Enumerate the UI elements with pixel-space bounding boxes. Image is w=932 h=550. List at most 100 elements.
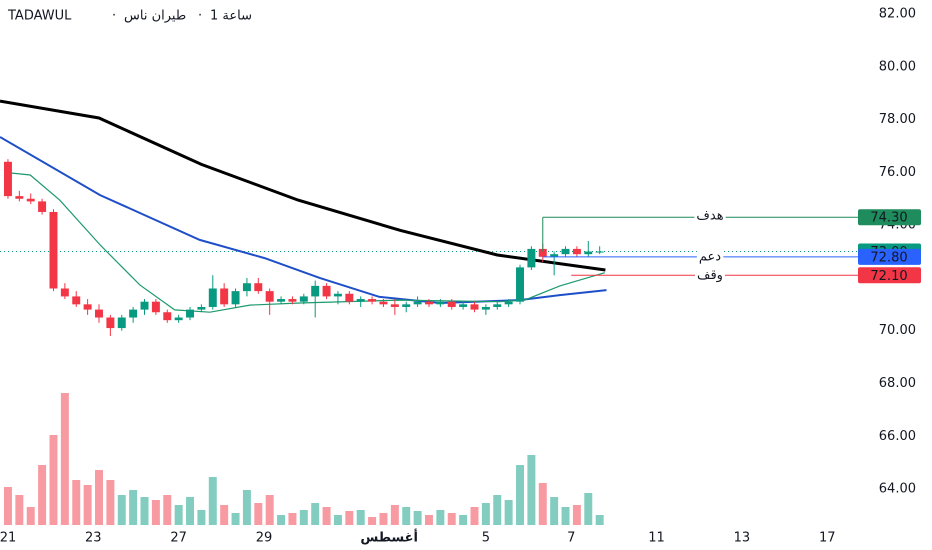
x-tick-label: 29 — [256, 531, 273, 546]
x-tick-label: 13 — [734, 531, 751, 546]
volume-bar — [425, 515, 433, 525]
volume-bar — [186, 497, 195, 525]
candle-body — [83, 304, 92, 310]
interval: 1 ساعة — [210, 9, 252, 24]
volume-bar — [447, 513, 456, 525]
candle-body — [333, 293, 342, 297]
candle-body — [197, 306, 206, 310]
volume-bar — [493, 495, 502, 525]
y-tick-label: 70.00 — [879, 323, 916, 338]
level-label-bg — [694, 208, 726, 224]
candle-body — [425, 301, 433, 305]
volume-bar — [231, 513, 240, 525]
volume-bar — [60, 393, 69, 525]
volume-bar — [26, 507, 35, 525]
volume-bar — [572, 505, 581, 525]
y-tick-label: 82.00 — [879, 6, 916, 21]
candle-body — [527, 248, 536, 268]
volume-bar — [470, 507, 479, 525]
candle-body — [72, 296, 81, 305]
volume-bar — [265, 495, 274, 525]
volume-bar — [333, 515, 342, 525]
candle-body — [493, 304, 502, 307]
candle-body — [106, 317, 115, 329]
candle-body — [288, 299, 297, 302]
volume-bar — [322, 507, 331, 525]
volume-bar — [561, 507, 570, 525]
volume-bar — [220, 505, 229, 525]
candle-body — [436, 301, 445, 305]
candle-body — [595, 251, 604, 253]
candle-body — [151, 301, 160, 313]
volume-bar — [584, 493, 593, 525]
candle-body — [49, 211, 58, 289]
price-tag — [858, 209, 921, 226]
volume-bar — [208, 477, 217, 525]
candle-body — [208, 288, 217, 307]
volume-bar — [174, 505, 183, 525]
volume-bar — [254, 503, 263, 525]
volume-bar — [83, 485, 92, 525]
x-tick-label: 11 — [648, 531, 665, 546]
volume-bar — [49, 435, 58, 525]
volume-bar — [311, 503, 320, 525]
level-label: دعم — [699, 249, 721, 264]
volume-bar — [504, 500, 513, 525]
volume-bar — [106, 480, 115, 525]
volume-bar — [140, 497, 149, 525]
candle-body — [174, 317, 183, 321]
volume-bar — [345, 511, 354, 525]
volume-bar — [117, 495, 126, 525]
candle-body — [140, 301, 149, 310]
candle-body — [390, 304, 399, 307]
candle-body — [15, 196, 24, 199]
candle-body — [379, 301, 388, 305]
volume-bar — [38, 465, 47, 525]
volume-bar — [550, 497, 559, 525]
candle-body — [550, 254, 559, 257]
x-tick-label: 21 — [0, 531, 16, 546]
volume-bar — [538, 483, 547, 525]
candle-body — [413, 301, 422, 305]
level-label: هدف — [696, 209, 723, 224]
candle-body — [277, 299, 286, 302]
candle-body — [470, 304, 479, 310]
volume-bar — [163, 495, 172, 525]
volume-bar — [390, 505, 399, 525]
volume-bar — [595, 515, 604, 525]
volume-bar — [288, 513, 297, 525]
y-tick-label: 78.00 — [879, 112, 916, 127]
candle-body — [163, 312, 172, 321]
x-tick-label: 23 — [85, 531, 102, 546]
volume-bar — [15, 495, 24, 525]
candle-body — [356, 299, 365, 302]
y-tick-label: 76.00 — [879, 165, 916, 180]
separator: · — [198, 9, 202, 24]
candle-body — [242, 283, 251, 292]
volume-bar — [527, 455, 536, 525]
volume-bar — [129, 490, 138, 525]
x-tick-label: 7 — [567, 531, 575, 546]
candle-body — [231, 291, 240, 305]
level-label-bg — [695, 267, 725, 283]
volume-bar — [379, 513, 388, 525]
y-tick-label: 66.00 — [879, 429, 916, 444]
candle-body — [368, 299, 377, 302]
symbol: طيران ناس — [124, 9, 186, 24]
moving-average — [0, 136, 607, 305]
candle-body — [60, 288, 69, 297]
volume-bar — [368, 517, 377, 525]
candle-body — [220, 288, 229, 305]
volume-bar — [481, 503, 490, 525]
volume-bar — [436, 510, 445, 525]
exchange: TADAWUL — [7, 9, 72, 24]
candle-body — [26, 198, 35, 202]
candle-body — [504, 301, 513, 305]
candle-body — [38, 201, 47, 212]
volume-bar — [459, 515, 468, 525]
x-tick-label: 5 — [482, 531, 490, 546]
candle-body — [561, 248, 570, 255]
candle-body — [447, 301, 456, 307]
y-tick-label: 80.00 — [879, 59, 916, 74]
price-tag — [858, 248, 921, 265]
